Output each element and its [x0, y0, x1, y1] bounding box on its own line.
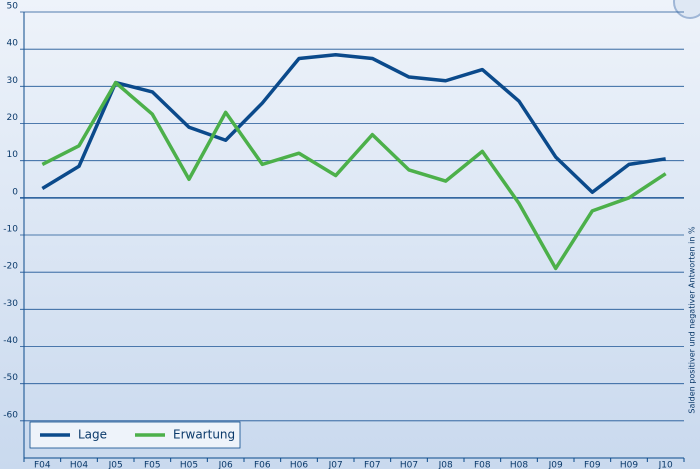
y-tick-label: 10	[7, 150, 19, 160]
series-line	[41, 80, 667, 271]
x-tick-label: F04	[34, 461, 51, 469]
corner-icon	[673, 0, 700, 19]
y-tick-label: 30	[7, 76, 19, 86]
x-tick-label: H07	[400, 461, 418, 469]
x-tick-label: J07	[328, 461, 343, 469]
y-tick-label: 40	[7, 39, 19, 49]
x-tick-label: H08	[510, 461, 528, 469]
y-tick-label: 0	[12, 187, 18, 197]
y-tick-label: -60	[3, 410, 18, 420]
x-tick-label: F09	[584, 461, 601, 469]
x-tick-label: J08	[438, 461, 453, 469]
x-tick-label: H06	[290, 461, 308, 469]
x-tick-label: J09	[548, 461, 563, 469]
x-tick-label: H04	[70, 461, 88, 469]
y-tick-label: 20	[7, 113, 19, 123]
series-line	[41, 52, 666, 195]
x-tick-label: J06	[218, 461, 233, 469]
x-tick-label: H09	[620, 461, 638, 469]
x-tick-label: F07	[364, 461, 381, 469]
y-tick-label: 50	[7, 2, 19, 12]
y-tick-label: -30	[3, 299, 18, 309]
legend-label: Erwartung	[173, 428, 235, 442]
legend-label: Lage	[78, 428, 107, 442]
x-tick-label: F06	[254, 461, 271, 469]
x-tick-label: H05	[180, 461, 198, 469]
y-tick-label: -10	[3, 225, 18, 235]
y-tick-label: -50	[3, 373, 18, 383]
y-tick-label: -20	[3, 262, 18, 272]
x-tick-label: J05	[108, 461, 123, 469]
x-tick-label: F05	[144, 461, 161, 469]
y-tick-label: -40	[3, 336, 18, 346]
x-tick-label: F08	[474, 461, 491, 469]
x-tick-label: J10	[658, 461, 673, 469]
y-axis-label: Salden positiver und negativer Antworten…	[688, 226, 697, 414]
